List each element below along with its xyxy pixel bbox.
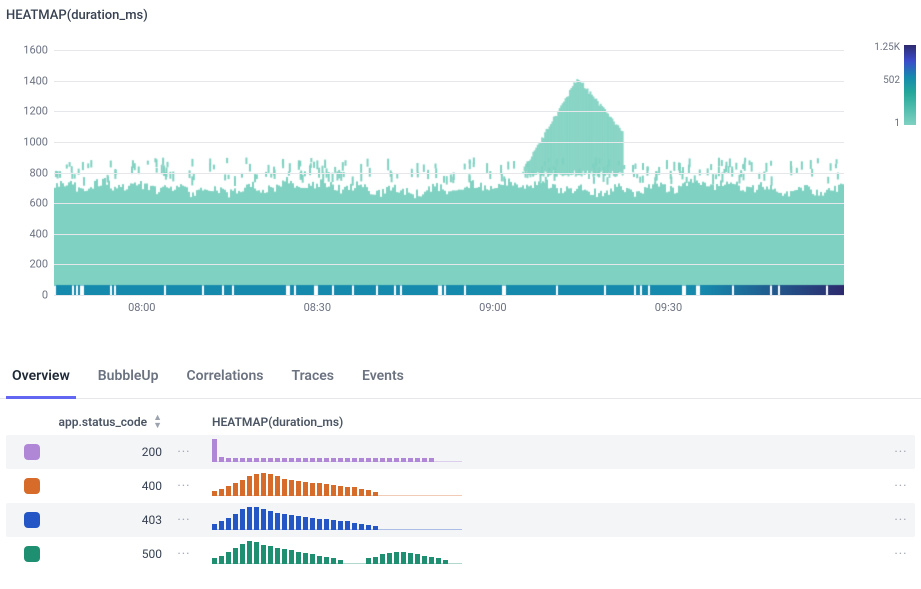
tab-traces[interactable]: Traces — [290, 362, 336, 392]
series-swatch — [24, 444, 40, 460]
y-tick: 400 — [8, 227, 48, 240]
mini-histogram — [212, 439, 462, 465]
row-actions-icon[interactable]: ··· — [894, 547, 907, 562]
results-table: app.status_code ▲▼ HEATMAP(duration_ms) … — [6, 409, 915, 571]
tabs: Overview BubbleUp Correlations Traces Events — [0, 348, 921, 399]
y-tick: 1200 — [8, 105, 48, 118]
y-tick: 600 — [8, 197, 48, 210]
table-row[interactable]: 403 ··· ··· — [6, 503, 915, 537]
row-actions-icon[interactable]: ··· — [894, 513, 907, 528]
tab-events[interactable]: Events — [360, 362, 406, 392]
legend-label-mid: 502 — [864, 75, 900, 86]
tab-bubbleup[interactable]: BubbleUp — [96, 362, 161, 392]
y-tick: 1400 — [8, 74, 48, 87]
tab-correlations[interactable]: Correlations — [185, 362, 266, 392]
row-actions-icon[interactable]: ··· — [177, 445, 190, 460]
heatmap-legend: 1.25K 502 1 — [864, 45, 920, 125]
heatmap[interactable]: 0 200 400 600 800 1000 1200 1400 1600 08:00 08:30 0… — [6, 27, 866, 342]
legend-label-bot: 1 — [864, 118, 900, 129]
x-tick: 08:30 — [304, 301, 331, 314]
chart-title: HEATMAP(duration_ms) — [0, 0, 921, 27]
table-row[interactable]: 200 ··· ··· — [6, 435, 915, 469]
mini-histogram — [212, 473, 462, 499]
x-tick: 09:30 — [655, 301, 682, 314]
x-tick: 09:00 — [479, 301, 506, 314]
mini-histogram — [212, 541, 462, 567]
y-tick: 800 — [8, 166, 48, 179]
row-actions-icon[interactable]: ··· — [177, 479, 190, 494]
series-swatch — [24, 546, 40, 562]
row-actions-icon[interactable]: ··· — [177, 513, 190, 528]
table-row[interactable]: 500 ··· ··· — [6, 537, 915, 571]
col-label: app.status_code — [59, 415, 148, 429]
status-code-value: 403 — [142, 513, 162, 527]
table-row[interactable]: 400 ··· ··· — [6, 469, 915, 503]
row-actions-icon[interactable]: ··· — [177, 547, 190, 562]
mini-histogram — [212, 507, 462, 533]
y-tick: 0 — [8, 289, 48, 302]
status-code-value: 400 — [142, 479, 162, 493]
series-swatch — [24, 512, 40, 528]
row-actions-icon[interactable]: ··· — [894, 445, 907, 460]
col-header-heatmap: HEATMAP(duration_ms) — [198, 415, 887, 429]
heatmap-canvas[interactable] — [54, 35, 844, 295]
y-tick: 1600 — [8, 44, 48, 57]
row-actions-icon[interactable]: ··· — [894, 479, 907, 494]
series-swatch — [24, 478, 40, 494]
y-tick: 200 — [8, 258, 48, 271]
col-header-status-code[interactable]: app.status_code ▲▼ — [50, 414, 170, 430]
status-code-value: 200 — [142, 445, 162, 459]
table-header: app.status_code ▲▼ HEATMAP(duration_ms) — [6, 409, 915, 435]
tab-overview[interactable]: Overview — [10, 362, 72, 392]
x-tick: 08:00 — [128, 301, 155, 314]
sort-icon[interactable]: ▲▼ — [153, 414, 162, 430]
y-tick: 1000 — [8, 136, 48, 149]
status-code-value: 500 — [142, 547, 162, 561]
legend-label-top: 1.25K — [864, 42, 900, 53]
